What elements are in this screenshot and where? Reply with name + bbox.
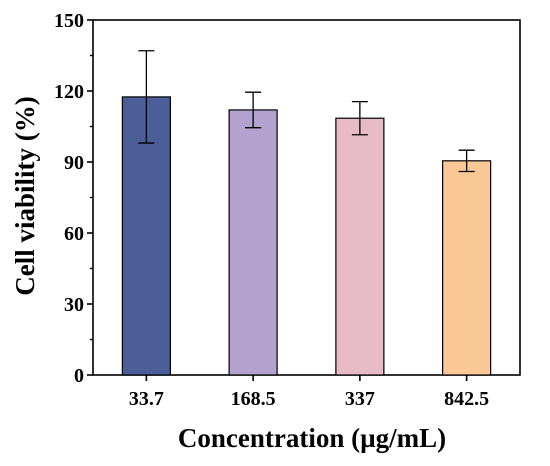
- x-axis-title: Concentration (µg/mL): [178, 423, 446, 453]
- y-tick-label: 60: [64, 223, 84, 245]
- y-tick-label: 90: [64, 152, 84, 174]
- bar: [228, 109, 278, 376]
- y-tick-label: 30: [64, 294, 84, 316]
- bar: [442, 160, 492, 376]
- x-tick-label: 337: [345, 388, 375, 410]
- plot-area: 0 30 60 90 120 150 33.7 168.5 337 842.5: [54, 10, 521, 410]
- y-tick-label: 120: [54, 81, 84, 103]
- x-tick-label: 842.5: [444, 388, 489, 410]
- y-axis-title: Cell viability (%): [10, 96, 40, 295]
- y-tick-label: 0: [74, 365, 84, 387]
- bar: [335, 117, 385, 376]
- y-tick-label: 150: [54, 10, 84, 32]
- x-tick-label: 33.7: [129, 388, 164, 410]
- x-tick-label: 168.5: [231, 388, 276, 410]
